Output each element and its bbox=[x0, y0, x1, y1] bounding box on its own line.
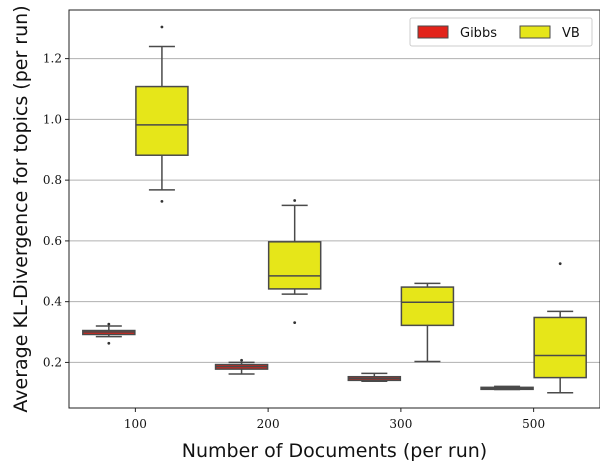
y-tick-label: 1.2 bbox=[43, 52, 62, 66]
outlier-point bbox=[161, 26, 164, 29]
y-tick-label: 0.2 bbox=[43, 355, 62, 369]
box-gibbs-300 bbox=[348, 373, 400, 381]
x-axis-ticks: 100 200 300 500 bbox=[124, 408, 545, 431]
outlier-point bbox=[559, 262, 562, 265]
legend-swatch-gibbs bbox=[418, 26, 448, 38]
outlier-point bbox=[107, 342, 110, 345]
plot-frame bbox=[69, 10, 600, 408]
outlier-point bbox=[293, 199, 296, 202]
y-axis-title: Average KL-Divergence for topics (per ru… bbox=[10, 5, 32, 412]
outlier-point bbox=[161, 200, 164, 203]
series-gibbs bbox=[83, 323, 533, 390]
x-tick-label: 200 bbox=[257, 417, 280, 431]
series-vb bbox=[136, 26, 586, 393]
legend-label-vb: VB bbox=[562, 26, 580, 41]
x-tick-label: 100 bbox=[124, 417, 147, 431]
x-tick-label: 500 bbox=[522, 417, 545, 431]
box-iqr bbox=[269, 242, 321, 289]
x-tick-label: 300 bbox=[389, 417, 412, 431]
y-axis-ticks: 0.2 0.4 0.6 0.8 1.0 1.2 bbox=[43, 52, 69, 370]
box-gibbs-500 bbox=[481, 386, 533, 389]
y-tick-label: 0.6 bbox=[43, 234, 62, 248]
legend-label-gibbs: Gibbs bbox=[460, 26, 497, 41]
legend-swatch-vb bbox=[520, 26, 550, 38]
y-tick-label: 0.4 bbox=[43, 295, 62, 309]
y-tick-label: 0.8 bbox=[43, 173, 62, 187]
outlier-point bbox=[293, 321, 296, 324]
x-axis-title: Number of Documents (per run) bbox=[182, 440, 487, 462]
outlier-point bbox=[240, 359, 243, 362]
series-boxes bbox=[83, 26, 586, 393]
box-vb-100 bbox=[136, 26, 188, 203]
box-iqr bbox=[534, 317, 586, 377]
legend: Gibbs VB bbox=[410, 18, 592, 46]
box-iqr bbox=[401, 287, 453, 325]
box-vb-300 bbox=[401, 283, 453, 361]
y-tick-label: 1.0 bbox=[43, 112, 62, 126]
box-vb-500 bbox=[534, 262, 586, 393]
box-vb-200 bbox=[269, 199, 321, 324]
outlier-point bbox=[107, 323, 110, 326]
box-gibbs-200 bbox=[216, 359, 268, 374]
box-gibbs-100 bbox=[83, 323, 135, 345]
box-iqr bbox=[136, 87, 188, 156]
